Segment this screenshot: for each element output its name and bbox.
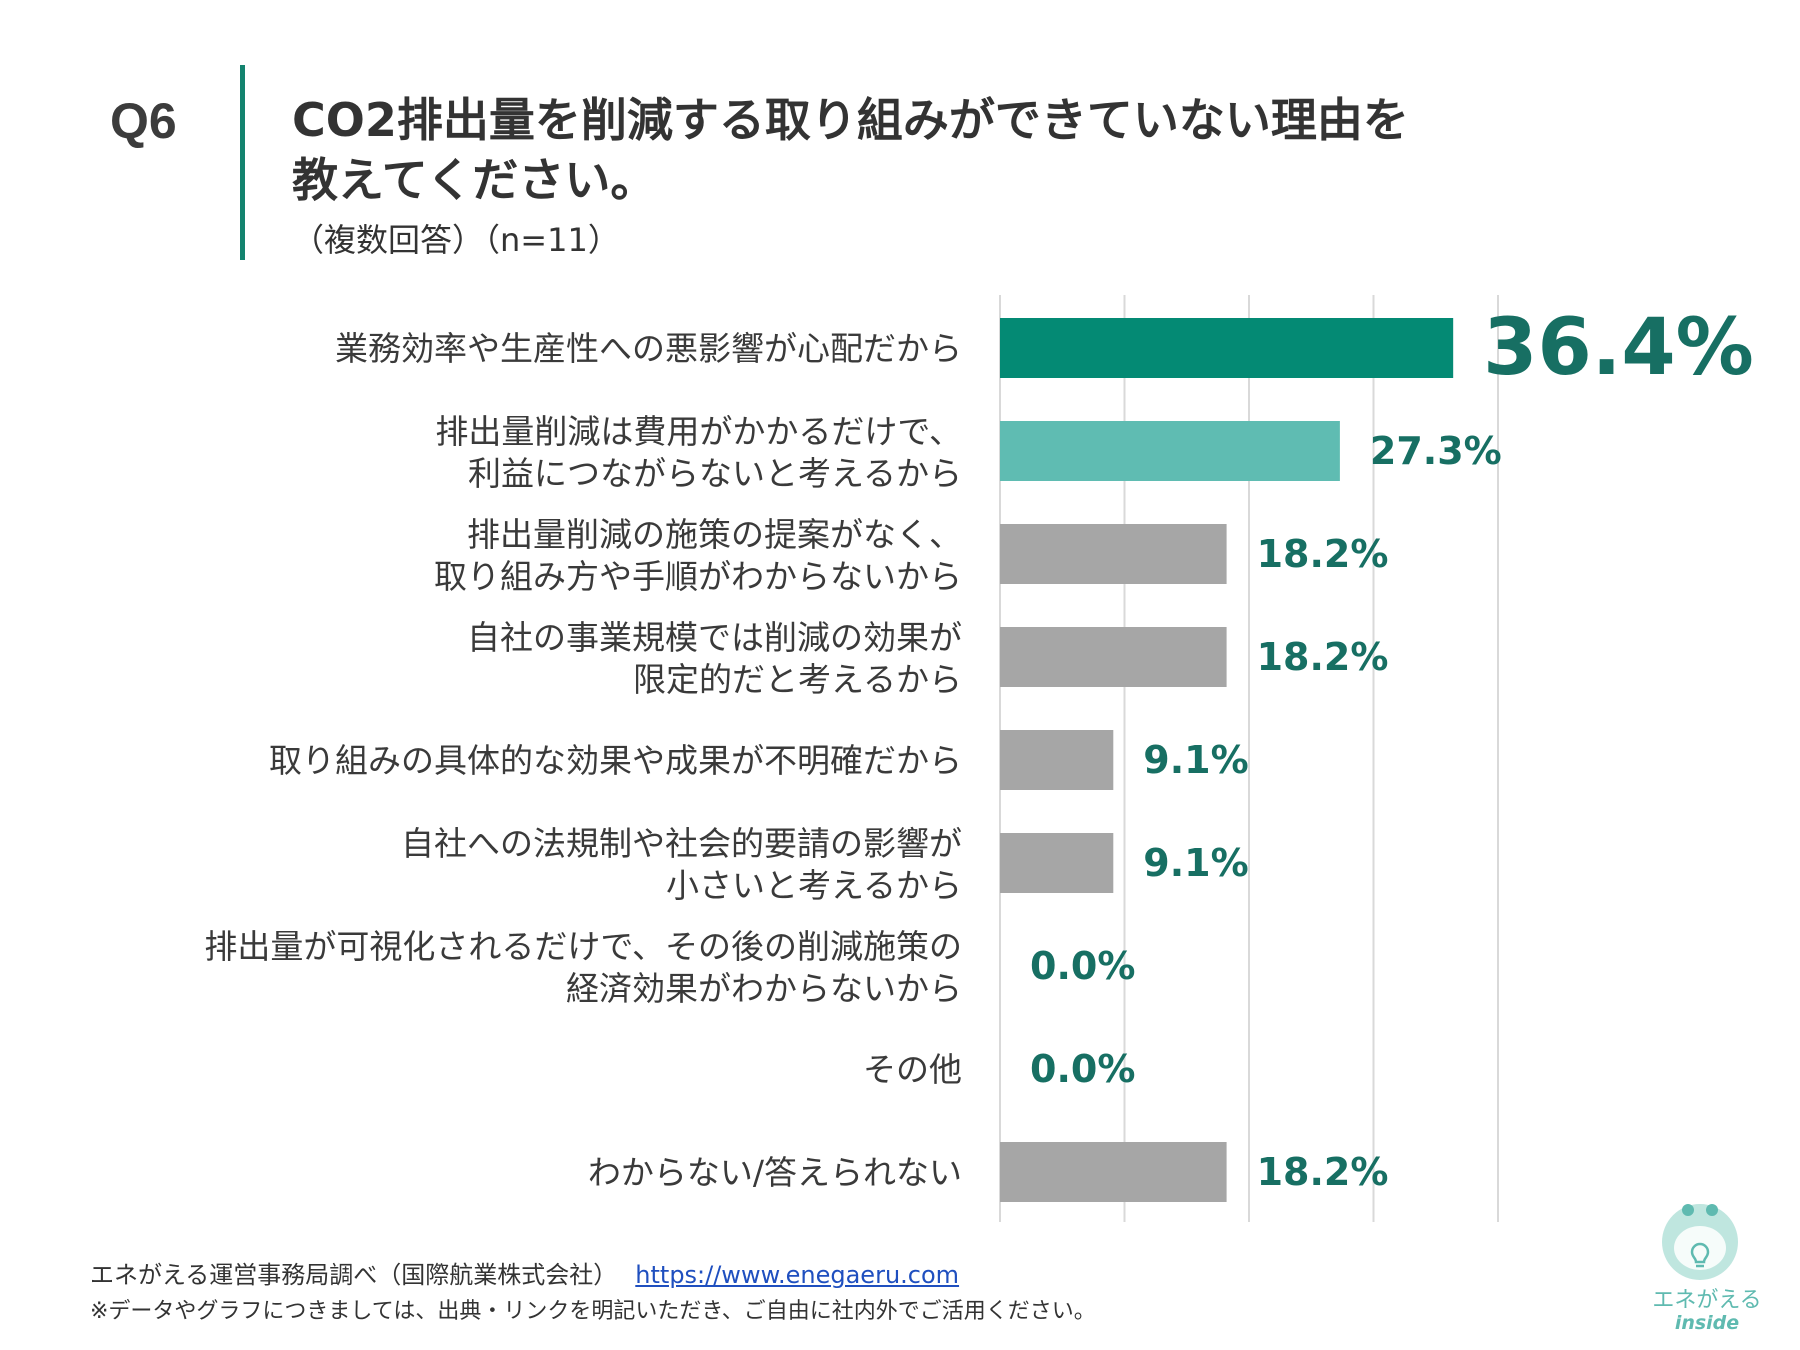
- data-label: 0.0%: [1030, 944, 1135, 988]
- title-line-2: 教えてください。: [292, 153, 657, 207]
- category-label-line: 排出量削減は費用がかかるだけで、: [435, 412, 962, 451]
- category-label-line: 利益につながらないと考えるから: [468, 454, 962, 493]
- category-label: 自社への法規制や社会的要請の影響が小さいと考えるから: [401, 824, 962, 905]
- category-label: 自社の事業規模では削減の効果が限定的だと考えるから: [467, 618, 962, 699]
- bar: [1000, 524, 1227, 584]
- bar: [1000, 421, 1340, 481]
- source-link[interactable]: https://www.enegaeru.com: [635, 1261, 960, 1289]
- category-label-line: 小さいと考えるから: [666, 866, 962, 905]
- category-label: わからない/答えられない: [588, 1153, 962, 1192]
- data-label: 18.2%: [1257, 1150, 1389, 1194]
- question-number: Q6: [110, 93, 177, 149]
- data-label: 18.2%: [1257, 532, 1389, 576]
- category-label-line: 排出量削減の施策の提案がなく、: [467, 515, 962, 554]
- usage-note: ※データやグラフにつきましては、出典・リンクを明記いただき、ご自由に社内外でご活…: [90, 1299, 1096, 1324]
- data-label: 36.4%: [1483, 303, 1754, 393]
- category-label-line: 自社への法規制や社会的要請の影響が: [401, 824, 962, 863]
- category-label-line: 限定的だと考えるから: [633, 660, 962, 699]
- enegaeru-logo-icon: [1662, 1204, 1738, 1280]
- title-line-1: CO2排出量を削減する取り組みができていない理由を: [292, 93, 1409, 147]
- source-text: エネがえる運営事務局調べ（国際航業株式会社）: [90, 1261, 618, 1289]
- bar: [1000, 627, 1227, 687]
- category-label: その他: [863, 1050, 962, 1089]
- source-line: エネがえる運営事務局調べ（国際航業株式会社） https://www.enegae…: [90, 1255, 959, 1290]
- category-label-line: 取り組み方や手順がわからないから: [434, 557, 962, 596]
- logo-name: エネがえる: [1652, 1288, 1762, 1313]
- category-label-line: 取り組みの具体的な効果や成果が不明確だから: [269, 741, 962, 780]
- chart-title: CO2排出量を削減する取り組みができていない理由を 教えてください。: [292, 90, 1592, 210]
- bar: [1000, 1142, 1227, 1202]
- category-label: 排出量が可視化されるだけで、その後の削減施策の経済効果がわからないから: [204, 927, 962, 1008]
- category-label: 業務効率や生産性への悪影響が心配だから: [335, 329, 962, 368]
- category-label-line: 経済効果がわからないから: [566, 969, 962, 1008]
- category-label-line: 自社の事業規模では削減の効果が: [467, 618, 962, 657]
- data-label: 9.1%: [1143, 738, 1248, 782]
- category-label-line: 業務効率や生産性への悪影響が心配だから: [335, 329, 962, 368]
- data-label: 9.1%: [1143, 841, 1248, 885]
- category-label-line: わからない/答えられない: [588, 1153, 962, 1192]
- logo-subtext: inside: [1674, 1312, 1740, 1334]
- category-label: 排出量削減の施策の提案がなく、取り組み方や手順がわからないから: [434, 515, 962, 596]
- data-label: 27.3%: [1370, 429, 1502, 473]
- category-label: 排出量削減は費用がかかるだけで、利益につながらないと考えるから: [435, 412, 962, 493]
- bar: [1000, 833, 1114, 893]
- title-divider: [240, 65, 245, 260]
- category-label-line: その他: [863, 1050, 962, 1089]
- data-label: 18.2%: [1257, 635, 1389, 679]
- bar: [1000, 730, 1114, 790]
- data-label: 0.0%: [1030, 1047, 1135, 1091]
- category-label: 取り組みの具体的な効果や成果が不明確だから: [269, 741, 962, 780]
- bar: [1000, 318, 1454, 378]
- category-label-line: 排出量が可視化されるだけで、その後の削減施策の: [204, 927, 962, 966]
- chart-subtitle: （複数回答）（n=11）: [292, 221, 620, 259]
